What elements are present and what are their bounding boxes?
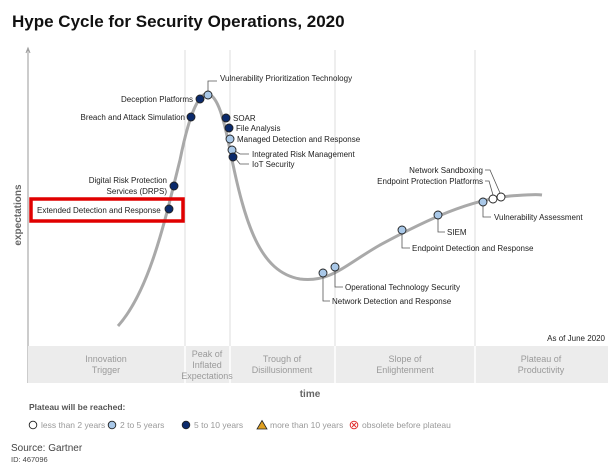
technology-point[interactable]: Endpoint Detection and Response <box>397 225 534 253</box>
point-marker <box>318 268 328 278</box>
point-marker <box>164 204 174 214</box>
technology-label: Endpoint Protection Platforms <box>377 177 483 186</box>
point-marker <box>496 192 506 202</box>
point-marker <box>478 197 488 207</box>
legend-title: Plateau will be reached: <box>29 402 126 412</box>
leader-line <box>482 205 491 218</box>
point-marker <box>221 113 231 123</box>
legend-label: more than 10 years <box>270 420 343 430</box>
technology-point[interactable]: Digital Risk Protection Services (DRPS) <box>89 176 179 196</box>
technology-label: Network Sandboxing <box>409 166 483 175</box>
technology-point[interactable]: File Analysis <box>224 123 280 133</box>
dark-circle-icon <box>181 420 191 430</box>
point-marker <box>224 123 234 133</box>
technology-point[interactable]: Extended Detection and Response <box>37 204 174 215</box>
phase-band <box>28 346 608 383</box>
technology-label: Deception Platforms <box>121 95 193 104</box>
triangle-icon <box>256 419 268 430</box>
technology-point[interactable]: SIEM <box>433 210 467 237</box>
legend-label: 5 to 10 years <box>194 420 243 430</box>
point-marker <box>225 134 235 144</box>
y-axis-label: expectations <box>13 184 24 246</box>
point-marker <box>397 225 407 235</box>
hype-curve <box>116 92 543 327</box>
technology-point[interactable]: SOAR <box>221 113 256 123</box>
technology-point[interactable]: Managed Detection and Response <box>225 134 361 144</box>
leader-line <box>234 150 249 155</box>
phase-dividers <box>184 50 476 383</box>
leader-line <box>485 169 501 194</box>
technology-point[interactable]: Vulnerability Prioritization Technology <box>203 74 352 100</box>
phase-label: Slope of Enlightenment <box>376 354 434 375</box>
technology-label: Managed Detection and Response <box>237 135 361 144</box>
legend-item: more than 10 years <box>256 419 343 430</box>
technology-point[interactable]: Integrated Risk Management <box>227 145 356 159</box>
legend-item: 2 to 5 years <box>107 420 164 430</box>
phase-label: Trough of Disillusionment <box>252 354 313 375</box>
legend-label: 2 to 5 years <box>120 420 164 430</box>
technology-label: SOAR <box>233 114 256 123</box>
x-axis-label: time <box>300 389 321 400</box>
leader-line <box>334 270 343 288</box>
technology-label: Digital Risk Protection Services (DRPS) <box>89 176 168 196</box>
technology-point[interactable]: Deception Platforms <box>121 94 205 104</box>
highlight-box <box>29 197 185 223</box>
technology-label: Endpoint Detection and Response <box>412 244 534 253</box>
id-text: ID: 467096 <box>11 455 48 464</box>
technology-label: Network Detection and Response <box>332 297 452 306</box>
technology-label: File Analysis <box>236 124 280 133</box>
technology-point[interactable]: Breach and Attack Simulation <box>80 112 196 122</box>
technology-label: Vulnerability Prioritization Technology <box>220 74 352 83</box>
technology-point[interactable]: Vulnerability Assessment <box>478 197 583 222</box>
technology-point[interactable]: Endpoint Protection Platforms <box>377 177 498 204</box>
legend-item: 5 to 10 years <box>181 420 243 430</box>
technology-point[interactable]: IoT Security <box>228 152 295 169</box>
point-marker <box>186 112 196 122</box>
point-marker <box>433 210 443 220</box>
phase-label: Innovation Trigger <box>85 354 127 375</box>
leader-line <box>207 80 217 92</box>
legend-label: less than 2 years <box>41 420 105 430</box>
legend-label: obsolete before plateau <box>362 420 451 430</box>
open-circle-icon <box>28 420 38 430</box>
leader-line <box>485 180 494 196</box>
y-axis-arrow <box>25 46 31 54</box>
leader-line <box>437 218 445 233</box>
phase-label: Plateau of Productivity <box>518 354 565 375</box>
point-marker <box>488 194 498 204</box>
chart-title: Hype Cycle for Security Operations, 2020 <box>12 12 345 31</box>
as-of-date: As of June 2020 <box>547 334 605 343</box>
legend-item: less than 2 years <box>28 420 105 430</box>
technology-point[interactable]: Network Detection and Response <box>318 268 452 306</box>
point-marker <box>228 152 238 162</box>
light-circle-icon <box>107 420 117 430</box>
leader-line <box>322 276 330 302</box>
technology-label: IoT Security <box>252 160 295 169</box>
technology-label: Vulnerability Assessment <box>494 213 583 222</box>
point-marker <box>330 262 340 272</box>
phase-label: Peak of Inflated Expectations <box>181 349 233 381</box>
technology-point[interactable]: Operational Technology Security <box>330 262 460 292</box>
technology-point[interactable]: Network Sandboxing <box>409 166 506 202</box>
source-text: Source: Gartner <box>11 443 83 454</box>
leader-line <box>401 233 410 249</box>
technology-label: SIEM <box>447 228 467 237</box>
legend-item: obsolete before plateau <box>349 420 451 430</box>
point-marker <box>195 94 205 104</box>
technology-label: Breach and Attack Simulation <box>80 113 185 122</box>
technology-label: Operational Technology Security <box>345 283 460 292</box>
technology-label: Integrated Risk Management <box>252 150 356 159</box>
technology-label: Extended Detection and Response <box>37 206 161 215</box>
leader-line <box>235 158 249 165</box>
point-marker <box>169 181 179 191</box>
point-marker <box>203 90 213 100</box>
